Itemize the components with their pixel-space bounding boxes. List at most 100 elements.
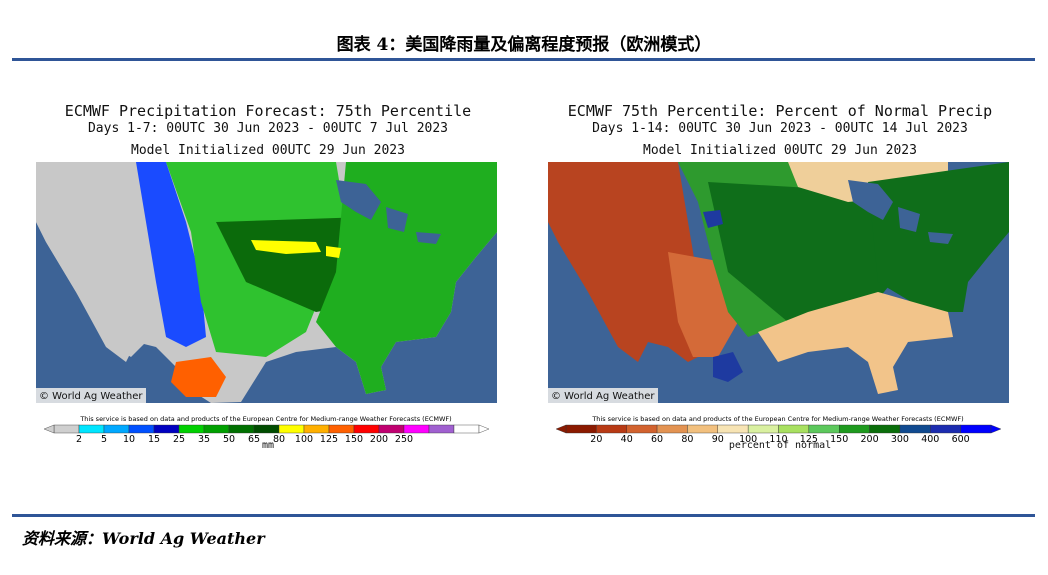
colorbar-tick-label: 100 [295,434,313,444]
colorbar-swatch [378,424,405,434]
watermark-box [548,388,658,403]
colorbar-swatch [778,424,810,434]
colorbar-tick-label: 80 [273,434,285,444]
watermark-box [36,388,146,403]
colorbar-swatch [808,424,840,434]
colorbar-swatch [656,424,688,434]
colorbar-swatch [203,424,230,434]
colorbar-swatch [453,424,480,434]
colorbar-tick-label: 25 [173,434,185,444]
colorbar-swatch [303,424,330,434]
disclaimer: This service is based on data and produc… [79,415,451,423]
figure-title: 图表 4：美国降雨量及偏离程度预报（欧洲模式） [336,35,712,55]
colorbar-tick-label: 5 [101,434,107,444]
colorbar-tick-label: 600 [952,434,970,444]
colorbar-swatch [53,424,80,434]
precip-colorbar-svg: This service is based on data and produc… [43,415,490,445]
colorbar-tick-label: 100 [739,434,757,444]
colorbar-swatch [278,424,305,434]
colorbar-swatch [899,424,931,434]
colorbar-swatch [128,424,155,434]
colorbar-right-arrow [990,424,1002,434]
great-lakes [848,180,953,244]
colorbar-swatch [78,424,105,434]
precip-colorbar: This service is based on data and produc… [36,414,497,445]
colorbar-swatch [228,424,255,434]
colorbar-tick-label: 2 [76,434,82,444]
colorbar-tick-label: 65 [248,434,260,444]
colorbar-tick-label: 50 [223,434,235,444]
watermark: © World Ag Weather [551,391,655,402]
percent-colorbar-svg: This service is based on data and produc… [555,415,1002,445]
colorbar-swatch [328,424,355,434]
colorbar-swatch [717,424,749,434]
percent-colorbar: This service is based on data and produc… [548,414,1009,445]
model-init-label: Model Initialized 00UTC 29 Jun 2023 [131,143,405,158]
colorbar-swatch [839,424,870,434]
colorbar-left-arrow [43,424,55,434]
model-init-label: Model Initialized 00UTC 29 Jun 2023 [643,143,917,158]
top-rule [12,58,1035,61]
east-region [316,162,497,394]
colorbar-tick-label: 250 [395,434,413,444]
colorbar-swatch [153,424,180,434]
percent-normal-panel: ECMWF 75th Percentile: Percent of Normal… [545,96,1015,456]
blue-spot-region [703,210,743,382]
colorbar-unit: mm [261,440,275,451]
colorbar-swatch [930,424,961,434]
colorbar-tick-label: 15 [148,434,160,444]
colorbar-swatch [565,424,597,434]
precip-map: © World Ag Weather [36,162,497,403]
colorbar-swatch [353,424,380,434]
colorbar-tick-label: 20 [590,434,602,444]
watermark: © World Ag Weather [39,391,143,402]
colorbar-tick-label: 40 [621,434,633,444]
colorbar-tick-label: 125 [800,434,818,444]
colorbar-tick-label: 90 [712,434,724,444]
colorbar-swatch [103,424,130,434]
colorbar-tick-label: 150 [830,434,848,444]
colorbar-swatch [178,424,205,434]
colorbar-tick-label: 400 [921,434,939,444]
panel-title: ECMWF Precipitation Forecast: 75th Perce… [64,102,472,120]
precip-map-svg: © World Ag Weather [36,162,497,403]
yellow-band-region [251,240,341,258]
colorbar-swatch [403,424,430,434]
colorbar-left-arrow [555,424,567,434]
colorbar-right-arrow [478,424,490,434]
colorbar-tick-label: 150 [345,434,363,444]
central-region [708,182,908,322]
bottom-rule [12,514,1035,517]
colorbar-swatch [747,424,779,434]
west-dry-region [36,162,166,357]
colorbar-swatch [869,424,901,434]
colorbar-tick-label: 200 [861,434,879,444]
disclaimer: This service is based on data and produc… [591,415,963,423]
colorbar-tick-label: 80 [681,434,693,444]
percent-normal-map-svg: © World Ag Weather [548,162,1009,403]
west-rim-region [131,162,206,347]
colorbar-swatch [960,424,992,434]
precip-forecast-panel: ECMWF Precipitation Forecast: 75th Perce… [33,96,503,456]
west-dry-region [548,162,708,362]
panel-title: ECMWF 75th Percentile: Percent of Normal… [567,102,993,120]
great-lakes [336,180,441,244]
colorbar-swatch [596,424,627,434]
colorbar-swatch [626,424,658,434]
colorbar-tick-label: 35 [198,434,210,444]
colorbar-swatch [428,424,455,434]
mexico-hotspot-region [171,357,226,397]
panel-subtitle: Days 1-14: 00UTC 30 Jun 2023 - 00UTC 14 … [592,121,968,136]
colorbar-swatch [253,424,280,434]
colorbar-tick-label: 300 [891,434,909,444]
colorbar-tick-label: 60 [651,434,663,444]
colorbar-tick-label: 110 [769,434,787,444]
colorbar-unit: percent of normal [728,440,832,451]
colorbar-tick-label: 10 [123,434,135,444]
colorbar-swatch [687,424,718,434]
colorbar-tick-label: 125 [320,434,338,444]
percent-normal-map: © World Ag Weather [548,162,1009,403]
southeast-region [758,292,953,394]
panel-subtitle: Days 1-7: 00UTC 30 Jun 2023 - 00UTC 7 Ju… [87,121,449,136]
source-note: 资料来源：World Ag Weather [22,529,265,548]
